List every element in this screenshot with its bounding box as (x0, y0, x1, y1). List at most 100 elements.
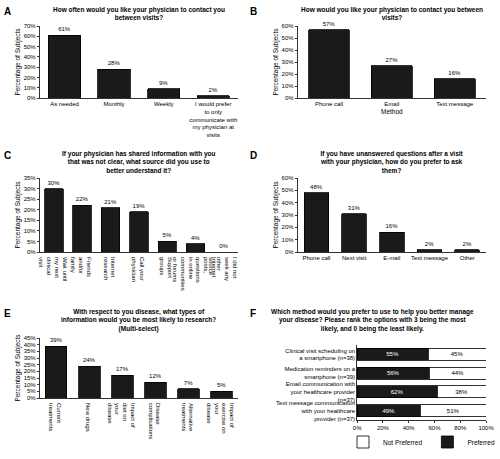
svg-text:61%: 61% (58, 26, 71, 32)
svg-text:0%: 0% (27, 249, 36, 255)
svg-text:Monthly: Monthly (104, 101, 125, 107)
svg-text:19%: 19% (133, 203, 146, 209)
svg-text:2%: 2% (425, 241, 434, 247)
svg-text:5%: 5% (27, 239, 36, 245)
svg-text:How would you like your physic: How would you like your physician to con… (301, 6, 483, 21)
svg-text:60%: 60% (428, 425, 441, 431)
svg-text:Impact ofexercise onyourdiseas: Impact ofexercise onyourdisease (206, 403, 235, 434)
svg-text:40%: 40% (282, 200, 295, 206)
svg-text:16%: 16% (448, 70, 461, 76)
svg-text:25%: 25% (24, 196, 37, 202)
svg-text:40%: 40% (24, 342, 37, 348)
svg-text:0%: 0% (285, 249, 294, 255)
svg-text:Supportgroups: Supportgroups (159, 257, 173, 278)
svg-text:30%: 30% (24, 355, 37, 361)
svg-text:Percentage of Subjects: Percentage of Subjects (272, 181, 280, 249)
svg-text:21%: 21% (104, 199, 117, 205)
svg-text:16%: 16% (386, 223, 399, 229)
svg-text:30%: 30% (48, 180, 61, 186)
svg-text:C: C (4, 150, 11, 161)
svg-text:Text message: Text message (411, 255, 449, 261)
svg-text:45%: 45% (24, 335, 37, 341)
svg-text:12%: 12% (149, 373, 162, 379)
svg-text:Method: Method (381, 108, 403, 115)
svg-text:Email communication withyour h: Email communication withyour healthcare … (286, 381, 355, 403)
svg-text:10%: 10% (24, 85, 37, 91)
svg-text:I would preferto onlycommunica: I would preferto onlycommunicate withmy … (189, 101, 237, 138)
svg-text:31%: 31% (348, 205, 361, 211)
svg-text:F: F (250, 308, 256, 319)
svg-text:0%: 0% (27, 95, 36, 101)
svg-text:30%: 30% (24, 64, 37, 70)
svg-text:27%: 27% (386, 57, 399, 63)
svg-text:Impact ofdiet onyourdisease: Impact ofdiet onyourdisease (107, 403, 136, 428)
svg-text:20%: 20% (282, 224, 295, 230)
svg-text:22%: 22% (76, 196, 89, 202)
svg-text:Diseasecomplications: Diseasecomplications (148, 403, 162, 439)
svg-text:4%: 4% (191, 235, 200, 241)
svg-text:70%: 70% (24, 23, 37, 29)
svg-text:30%: 30% (282, 212, 295, 218)
svg-text:60%: 60% (282, 23, 295, 29)
svg-text:28%: 28% (108, 60, 121, 66)
svg-text:Percentage of Subjects: Percentage of Subjects (272, 28, 280, 96)
svg-text:5%: 5% (217, 382, 226, 388)
svg-text:20%: 20% (24, 75, 37, 81)
svg-text:Percentage of Subjects: Percentage of Subjects (14, 334, 22, 402)
svg-text:20%: 20% (377, 425, 390, 431)
svg-text:Which method would you prefer: Which method would you prefer to use to … (271, 308, 474, 333)
svg-text:I did notseek anyothersource: I did notseek anyothersource (208, 257, 237, 281)
svg-text:17%: 17% (116, 366, 129, 372)
svg-text:100%: 100% (478, 425, 494, 431)
svg-text:60%: 60% (282, 175, 295, 181)
svg-text:Other: Other (460, 255, 475, 261)
svg-text:Internetposts,questionsin onli: Internetposts,questionsin onlinecommunit… (172, 257, 217, 291)
svg-text:0%: 0% (353, 425, 362, 431)
svg-text:As needed: As needed (50, 101, 79, 107)
svg-text:38%: 38% (455, 389, 468, 395)
svg-text:Text message communicationwith: Text message communicationwith your heal… (276, 400, 356, 422)
svg-text:56%: 56% (387, 370, 400, 376)
svg-text:25%: 25% (24, 362, 37, 368)
svg-text:Wait untilmy nextclinicalvisit: Wait untilmy nextclinicalvisit (38, 257, 67, 281)
svg-text:Call yourphysician: Call yourphysician (131, 257, 145, 282)
svg-text:48%: 48% (310, 184, 323, 190)
svg-text:Alternativetreatments: Alternativetreatments (181, 403, 195, 432)
svg-text:9%: 9% (159, 80, 168, 86)
svg-text:Preferred: Preferred (467, 439, 494, 446)
svg-text:40%: 40% (282, 47, 295, 53)
svg-text:E: E (4, 308, 11, 319)
svg-text:30%: 30% (24, 186, 37, 192)
svg-text:20%: 20% (24, 368, 37, 374)
svg-text:Text message: Text message (436, 101, 474, 107)
svg-text:30%: 30% (282, 59, 295, 65)
svg-text:D: D (250, 150, 257, 161)
svg-text:57%: 57% (323, 21, 336, 27)
svg-text:45%: 45% (451, 351, 464, 357)
svg-text:Medication reminders on asmart: Medication reminders on asmartphone (n=3… (284, 366, 355, 380)
svg-text:44%: 44% (451, 370, 464, 376)
svg-text:Phone call: Phone call (315, 101, 343, 107)
svg-text:50%: 50% (282, 187, 295, 193)
svg-text:Internetresearch: Internetresearch (103, 257, 117, 280)
svg-text:10%: 10% (282, 83, 295, 89)
svg-text:49%: 49% (382, 408, 395, 414)
svg-text:Weekly: Weekly (154, 101, 174, 107)
svg-text:Percentage of Subjects: Percentage of Subjects (14, 28, 22, 96)
svg-text:B: B (250, 6, 257, 17)
svg-text:Clinical visit scheduling ona: Clinical visit scheduling ona smartphone… (285, 348, 355, 362)
svg-text:Percentage of Subjects: Percentage of Subjects (14, 181, 22, 249)
svg-text:50%: 50% (282, 35, 295, 41)
svg-text:If your physician has shared i: If your physician has shared information… (62, 150, 216, 174)
svg-text:24%: 24% (83, 357, 96, 363)
svg-text:Friendsand/orfamily: Friendsand/orfamily (70, 257, 92, 277)
svg-text:0%: 0% (285, 95, 294, 101)
svg-text:5%: 5% (163, 232, 172, 238)
svg-text:Phone call: Phone call (302, 255, 330, 261)
svg-text:40%: 40% (403, 425, 416, 431)
svg-text:60%: 60% (24, 33, 37, 39)
svg-text:2%: 2% (209, 87, 218, 93)
svg-text:2%: 2% (463, 241, 472, 247)
svg-text:5%: 5% (27, 388, 36, 394)
svg-text:15%: 15% (24, 217, 37, 223)
